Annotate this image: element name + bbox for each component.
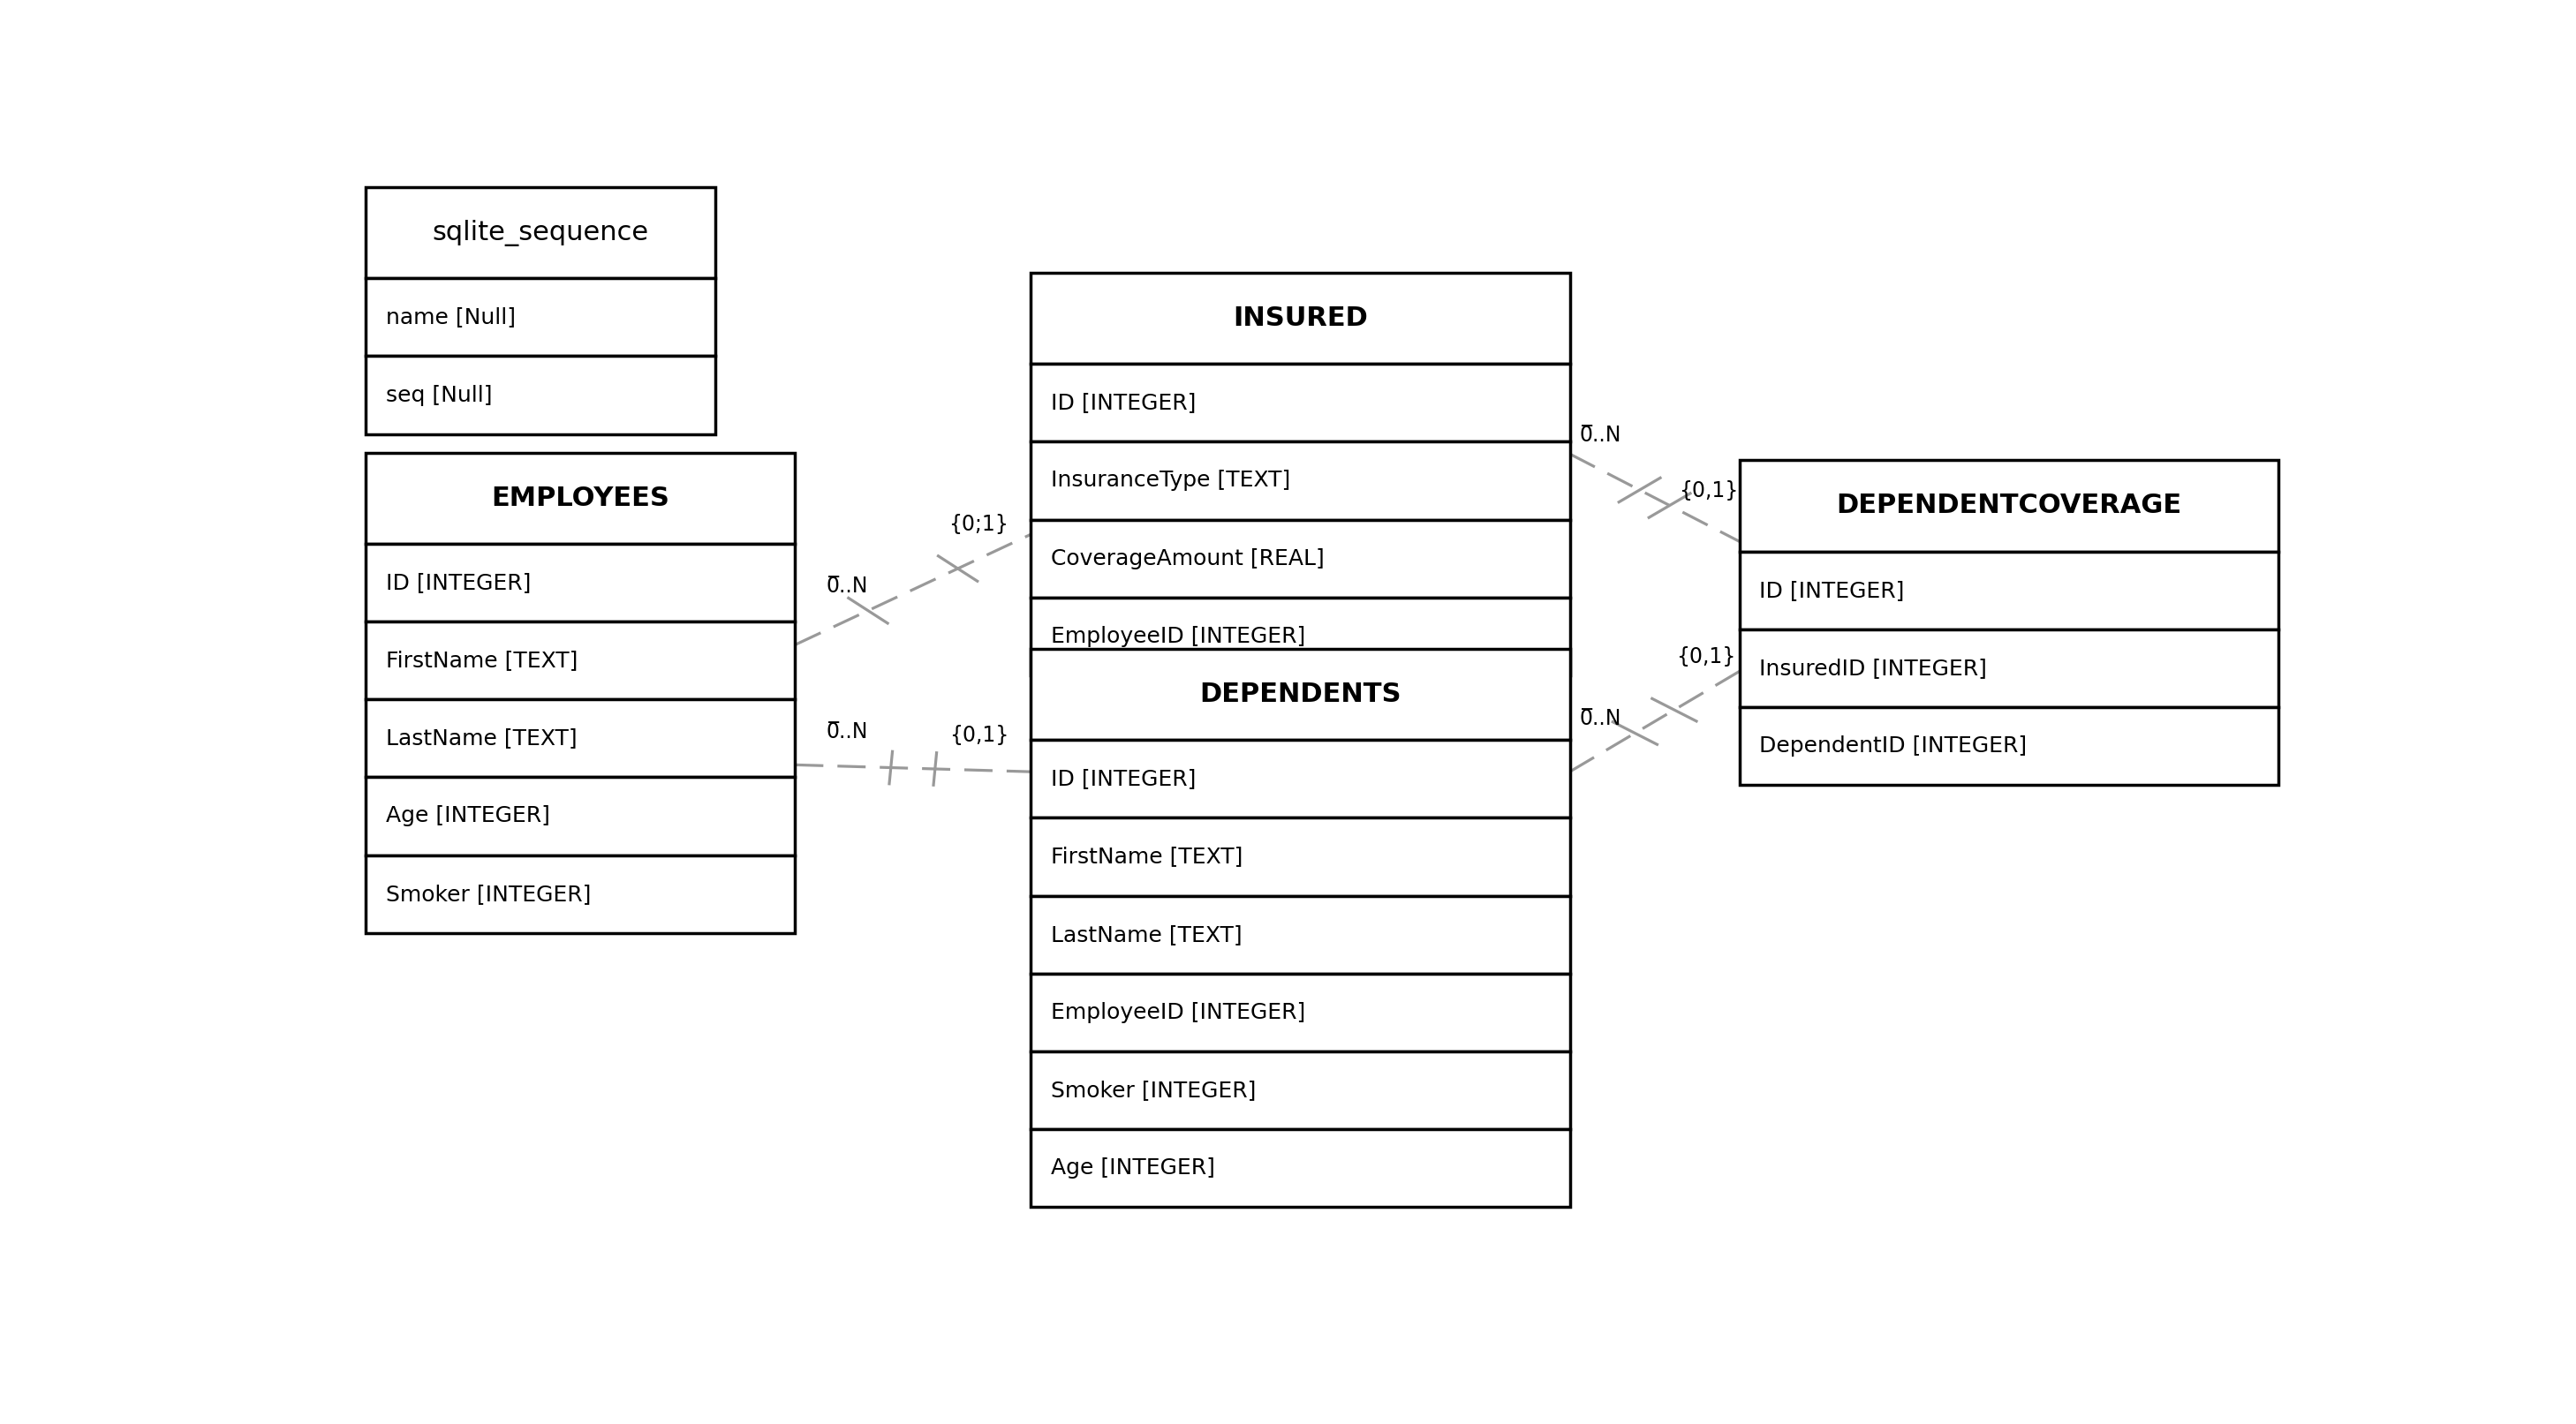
Text: {0,1}: {0,1} [948,725,1010,746]
Text: 0̅..N: 0̅..N [827,721,868,742]
Bar [1030,365,1569,441]
Bar [366,278,716,356]
Text: Age [INTEGER]: Age [INTEGER] [1051,1158,1216,1179]
Text: CoverageAmount [REAL]: CoverageAmount [REAL] [1051,548,1324,570]
Text: Smoker [INTEGER]: Smoker [INTEGER] [1051,1079,1257,1101]
Text: DependentID [INTEGER]: DependentID [INTEGER] [1759,735,2027,756]
Text: ID [INTEGER]: ID [INTEGER] [1051,769,1195,789]
Bar [1739,551,2280,629]
Text: InsuredID [INTEGER]: InsuredID [INTEGER] [1759,658,1986,679]
Text: sqlite_sequence: sqlite_sequence [433,219,649,246]
Text: FirstName [TEXT]: FirstName [TEXT] [1051,846,1242,867]
Bar [1030,974,1569,1051]
Bar [1030,649,1569,740]
Text: LastName [TEXT]: LastName [TEXT] [386,728,577,749]
Bar [366,699,796,778]
Bar [1739,708,2280,785]
Bar [1030,740,1569,817]
Text: ID [INTEGER]: ID [INTEGER] [1759,580,1904,601]
Text: LastName [TEXT]: LastName [TEXT] [1051,924,1242,946]
Text: 0̅..N: 0̅..N [827,575,868,597]
Text: DEPENDENTS: DEPENDENTS [1200,682,1401,708]
Text: 0̅..N: 0̅..N [1579,424,1620,446]
Bar [366,453,796,544]
Text: FirstName [TEXT]: FirstName [TEXT] [386,649,577,671]
Bar [366,188,716,278]
Text: EMPLOYEES: EMPLOYEES [492,486,670,511]
Text: {0,1}: {0,1} [1680,480,1739,501]
Text: EmployeeID [INTEGER]: EmployeeID [INTEGER] [1051,1002,1306,1022]
Bar [1030,273,1569,365]
Bar [1030,817,1569,896]
Text: Smoker [INTEGER]: Smoker [INTEGER] [386,883,590,904]
Text: {0,1}: {0,1} [1677,646,1736,668]
Text: 0̅..N: 0̅..N [1579,708,1620,729]
Bar [366,356,716,434]
Text: Age [INTEGER]: Age [INTEGER] [386,806,551,827]
Bar [1030,441,1569,520]
Text: ID [INTEGER]: ID [INTEGER] [1051,392,1195,413]
Text: name [Null]: name [Null] [386,306,515,328]
Text: EmployeeID [INTEGER]: EmployeeID [INTEGER] [1051,625,1306,646]
Bar [1739,460,2280,551]
Text: {0;1}: {0;1} [948,514,1010,534]
Bar [1030,896,1569,974]
Bar [366,854,796,933]
Text: ID [INTEGER]: ID [INTEGER] [386,572,531,594]
Bar [366,778,796,854]
Bar [1030,1129,1569,1208]
Bar [1739,629,2280,708]
Bar [1030,520,1569,598]
Text: InsuranceType [TEXT]: InsuranceType [TEXT] [1051,470,1291,491]
Bar [1030,598,1569,675]
Text: seq [Null]: seq [Null] [386,384,492,406]
Bar [366,621,796,699]
Text: DEPENDENTCOVERAGE: DEPENDENTCOVERAGE [1837,493,2182,518]
Text: INSURED: INSURED [1234,306,1368,332]
Bar [366,544,796,621]
Bar [1030,1051,1569,1129]
